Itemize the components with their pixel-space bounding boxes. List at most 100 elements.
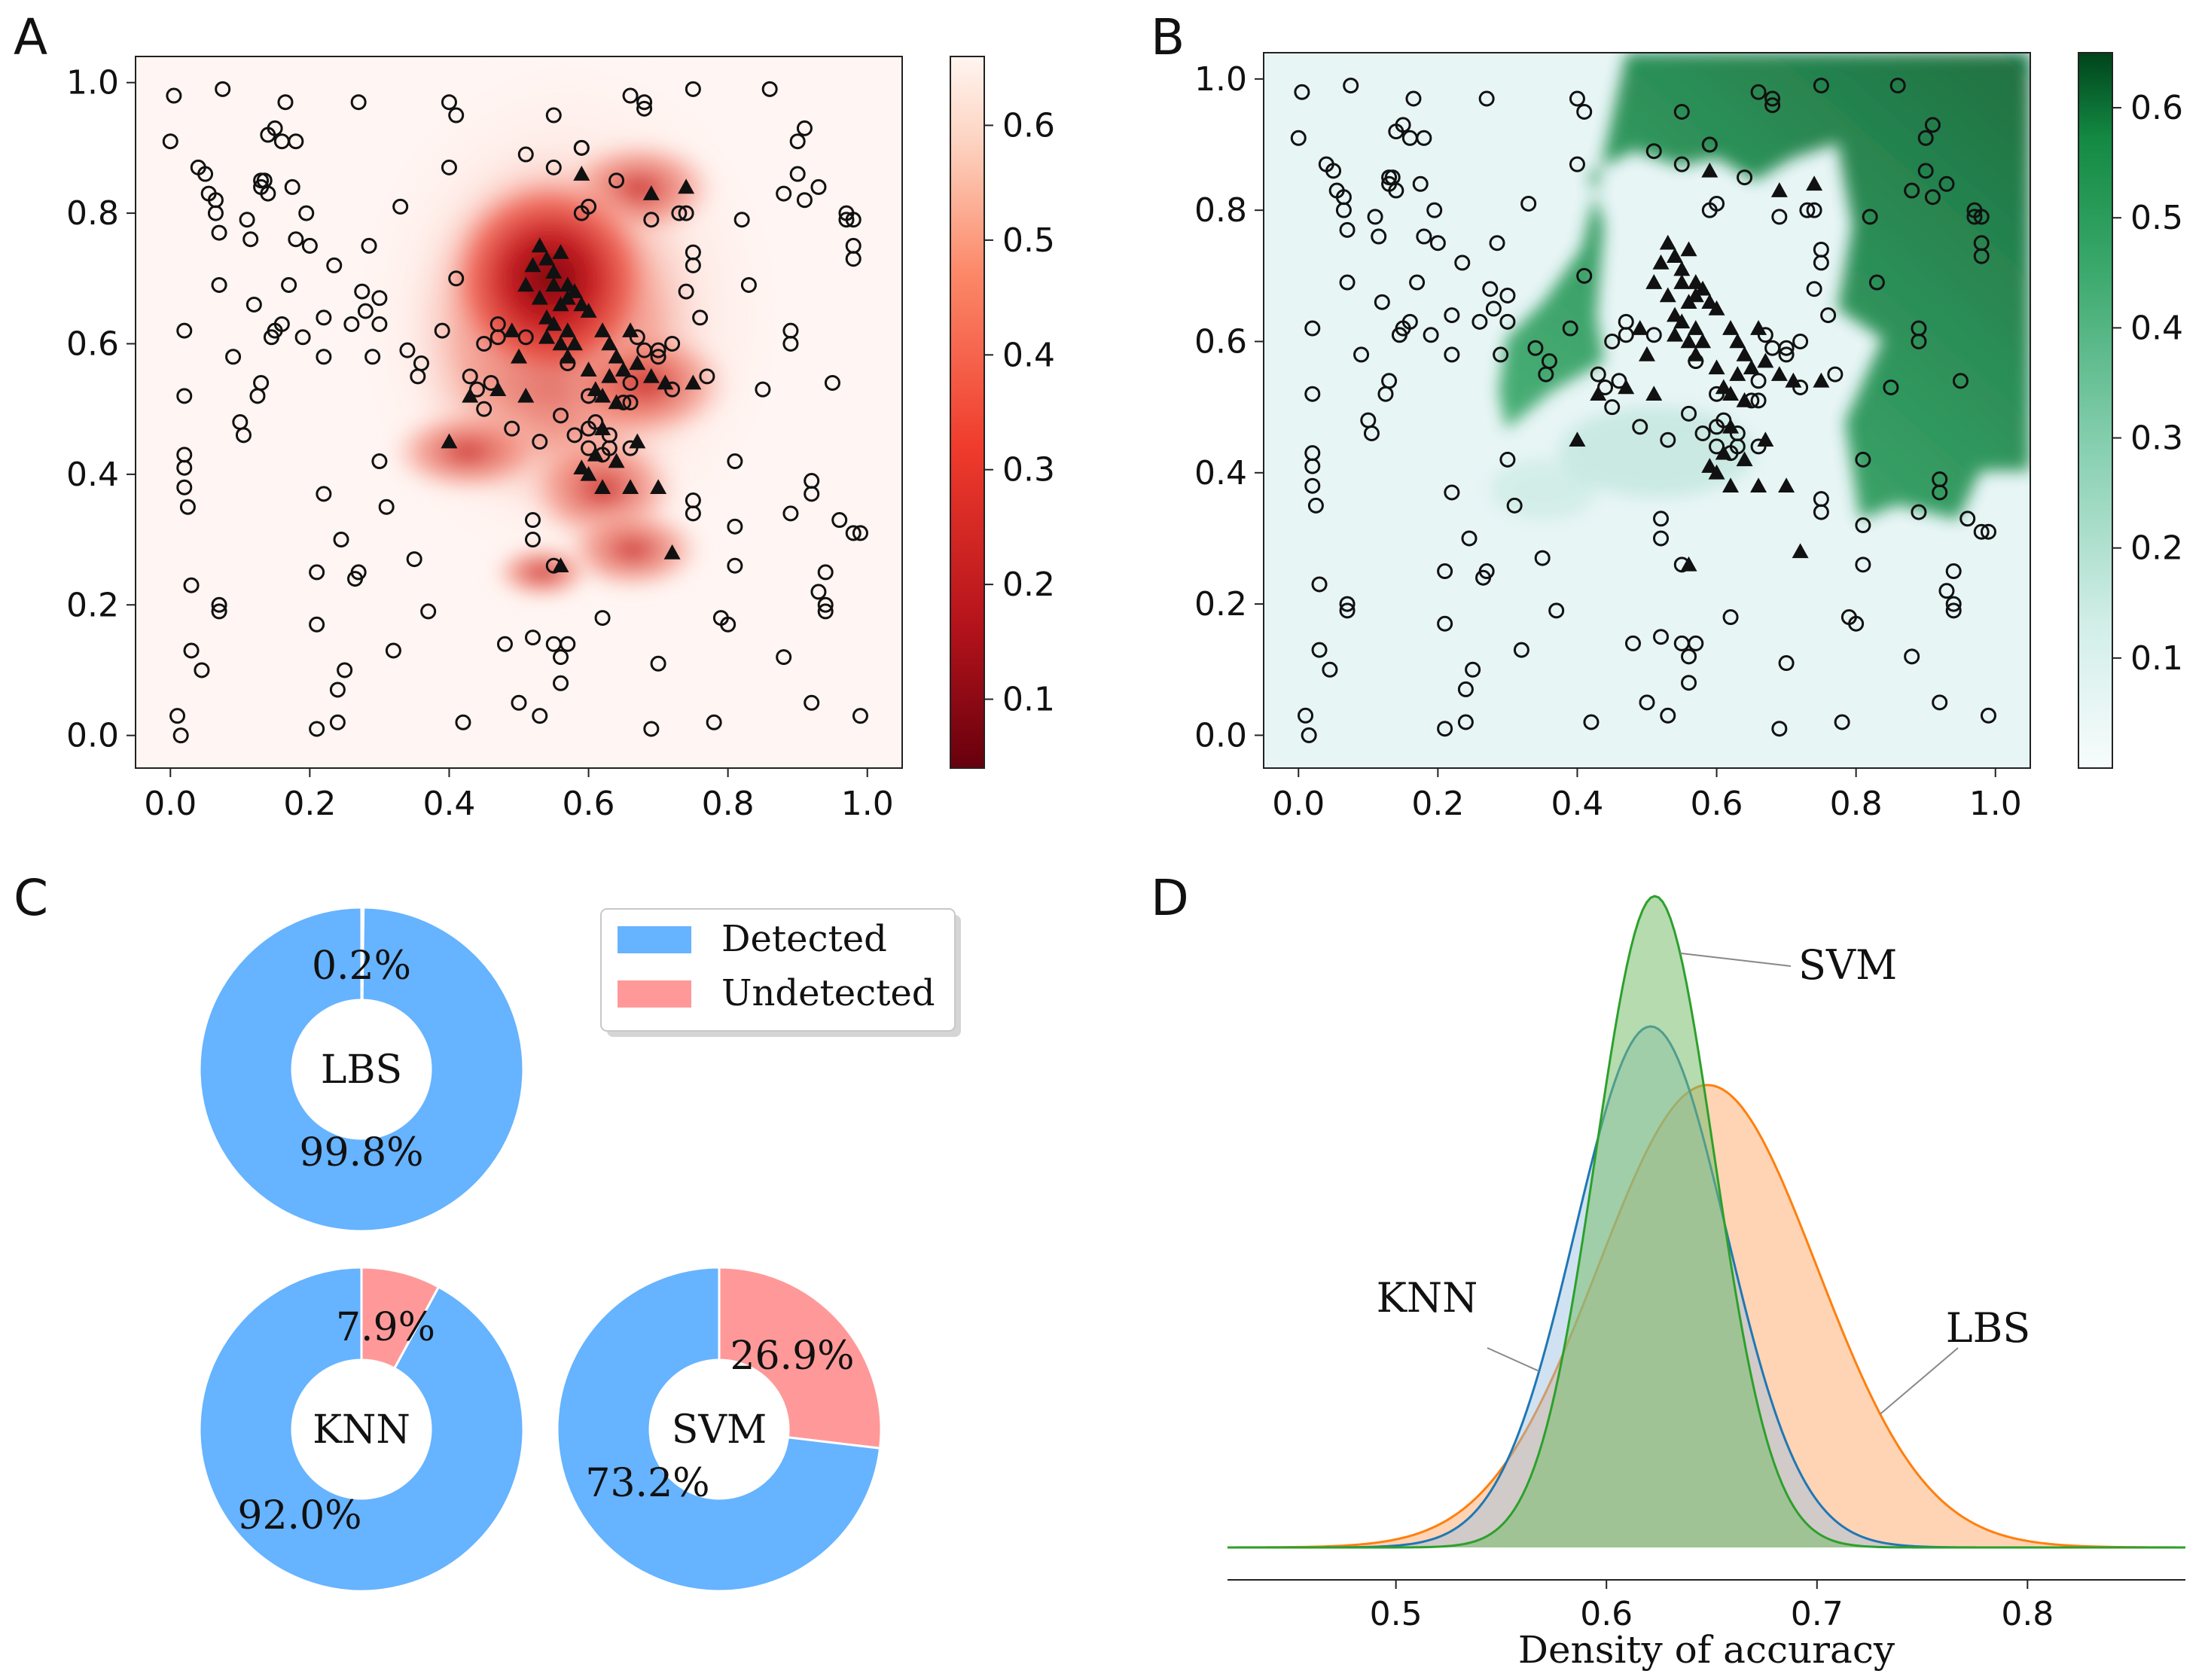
triangle-point xyxy=(503,322,520,337)
circle-point xyxy=(284,178,300,195)
circle-point xyxy=(361,237,377,254)
circle-point xyxy=(1980,707,1996,724)
circle-point xyxy=(1945,563,1962,580)
x-axis-title: Density of accuracy xyxy=(1518,1628,1895,1672)
circle-point xyxy=(573,139,590,156)
circle-point xyxy=(1339,274,1356,291)
triangle-point xyxy=(1687,274,1704,289)
circle-point xyxy=(1973,209,1990,225)
circle-point xyxy=(239,212,255,228)
circle-point xyxy=(643,721,660,737)
circle-point xyxy=(1604,399,1621,416)
triangle-point xyxy=(629,355,646,370)
circle-point xyxy=(650,342,666,358)
x-tick-label: 0.6 xyxy=(563,785,615,823)
circle-point xyxy=(420,603,437,620)
colorbar-tick-label: 0.3 xyxy=(2130,419,2183,458)
circle-point xyxy=(1405,90,1422,107)
circle-point xyxy=(406,551,422,568)
circle-point xyxy=(354,283,371,300)
circle-point xyxy=(329,681,346,698)
triangle-point xyxy=(1680,241,1697,257)
triangle-point xyxy=(1659,287,1676,303)
circle-point xyxy=(277,94,294,111)
circle-point xyxy=(476,401,493,417)
panel-c-legend: Detected Undetected xyxy=(600,908,961,1037)
circle-point xyxy=(664,335,681,352)
circle-point xyxy=(1653,530,1670,547)
circle-point xyxy=(817,603,834,620)
triangle-point xyxy=(1645,386,1663,401)
circle-point xyxy=(1722,609,1739,626)
circle-point xyxy=(1645,143,1662,160)
colorbar-a-ticks: 0.1 0.2 0.3 0.4 0.5 0.6 xyxy=(984,106,1055,719)
circle-point xyxy=(1959,511,1976,527)
y-tick-label: 1.0 xyxy=(66,64,119,102)
circle-point xyxy=(385,642,401,659)
x-tick-label: 0.6 xyxy=(1580,1595,1633,1633)
circle-point xyxy=(1322,661,1338,678)
triangle-point xyxy=(1757,431,1774,447)
circle-point xyxy=(1569,90,1585,107)
triangle-point xyxy=(552,557,569,573)
triangle-point xyxy=(1785,372,1802,388)
triangle-point xyxy=(1708,359,1725,375)
triangle-point xyxy=(545,264,563,279)
annotation-label-knn: KNN xyxy=(1377,1274,1478,1322)
circle-point xyxy=(525,512,541,529)
circle-point xyxy=(845,212,862,228)
panel-d-axis: 0.5 0.6 0.7 0.8 Density of accuracy xyxy=(1228,1579,2185,1672)
triangle-point xyxy=(1770,182,1788,197)
triangle-point xyxy=(1694,280,1712,296)
triangle-point xyxy=(642,367,660,383)
circle-point xyxy=(643,212,660,228)
legend-label-detected: Detected xyxy=(721,918,887,960)
panel-b-region xyxy=(1491,53,2030,520)
circle-point xyxy=(685,244,701,261)
circle-point xyxy=(776,185,792,202)
triangle-point xyxy=(1687,346,1704,361)
triangle-point xyxy=(524,257,541,273)
circle-point xyxy=(511,694,527,711)
circle-point xyxy=(1917,163,1934,179)
circle-point xyxy=(1444,346,1460,363)
circle-point xyxy=(176,479,193,495)
circle-point xyxy=(1862,209,1878,225)
triangle-point xyxy=(642,185,660,200)
colorbar-tick-label: 0.2 xyxy=(2130,529,2183,568)
circle-point xyxy=(1750,392,1767,409)
circle-point xyxy=(179,499,196,515)
triangle-point xyxy=(566,335,584,351)
circle-point xyxy=(211,276,227,293)
triangle-point xyxy=(1729,333,1746,349)
circle-point xyxy=(1932,694,1948,711)
panel-b-frame xyxy=(1263,52,2031,769)
triangle-point xyxy=(559,276,576,292)
circle-point xyxy=(441,159,457,175)
triangle-point xyxy=(489,381,507,396)
panel-a-scatter: 0.0 0.2 0.4 0.6 0.8 1.0 0.0 0.2 0.4 0.6 0.8 1.0 xyxy=(66,56,903,823)
annotation-label-svm: SVM xyxy=(1798,941,1897,989)
circle-point xyxy=(1618,313,1634,330)
circle-point xyxy=(1973,523,1990,540)
circle-point xyxy=(545,159,562,175)
circle-point xyxy=(650,349,666,365)
circle-point xyxy=(1381,175,1398,192)
circle-point xyxy=(1694,425,1711,442)
y-tick-label: 0.0 xyxy=(1194,716,1247,755)
circle-point xyxy=(1660,707,1676,724)
circle-point xyxy=(1499,287,1516,303)
circle-point xyxy=(804,486,820,502)
y-tick-label: 1.0 xyxy=(1194,60,1247,99)
circle-point xyxy=(1827,366,1844,383)
circle-point xyxy=(1478,90,1495,107)
triangle-point xyxy=(1680,556,1697,572)
circle-point xyxy=(1454,255,1471,271)
circle-point xyxy=(1457,714,1474,730)
circle-point xyxy=(476,335,493,352)
circle-point xyxy=(789,133,806,150)
panel-label-c: C xyxy=(14,869,48,927)
y-tick-label: 0.4 xyxy=(66,456,119,494)
circle-point xyxy=(1883,379,1899,395)
circle-point xyxy=(1437,563,1453,580)
